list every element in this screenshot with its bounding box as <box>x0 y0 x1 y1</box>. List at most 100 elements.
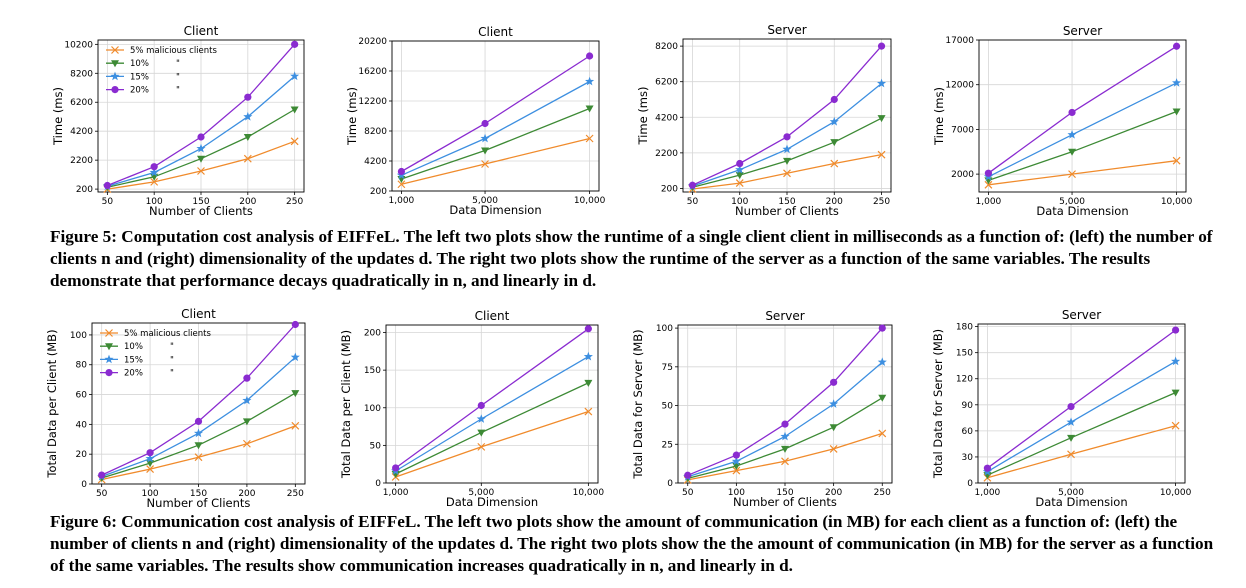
x-axis-label: Data Dimension <box>449 203 541 217</box>
legend: 5% malicious clients 10% " 15% " 20% " <box>100 329 211 379</box>
data-point <box>878 394 887 402</box>
data-point <box>585 134 594 143</box>
data-point <box>290 71 300 81</box>
data-point <box>146 465 155 474</box>
y-tick-label: 12200 <box>358 97 387 107</box>
y-tick-label: 100 <box>70 331 87 341</box>
data-point <box>242 439 251 448</box>
data-point <box>830 95 838 104</box>
legend-marker <box>105 369 113 377</box>
data-point <box>291 390 300 398</box>
data-point <box>732 462 741 470</box>
series-5pct <box>984 156 1181 189</box>
data-point <box>194 453 203 462</box>
series-line <box>988 160 1177 186</box>
y-tick-label: 200 <box>76 185 93 195</box>
data-point <box>1067 450 1075 459</box>
data-point <box>877 42 886 50</box>
y-tick-label: 8200 <box>70 69 93 79</box>
data-point <box>783 169 791 178</box>
data-point <box>1171 389 1180 397</box>
y-tick-label: 80 <box>76 361 88 371</box>
series-line <box>988 110 1177 182</box>
data-point <box>480 133 490 143</box>
series-line <box>395 328 589 469</box>
legend-label: 15% <box>124 355 143 365</box>
series-10pct <box>983 389 1180 480</box>
data-point <box>735 164 745 174</box>
x-axis-label: Number of Clients <box>733 495 837 509</box>
data-point <box>781 445 789 453</box>
x-tick-label: 100 <box>141 489 158 499</box>
y-tick-label: 8200 <box>364 127 387 137</box>
y-axis-label: Total Data for Server (MB) <box>631 329 645 479</box>
chart-panel-6: 1,000 5,000 10,000 0 50 100 150 200 Client Data D… <box>339 309 604 509</box>
legend-marker <box>104 354 114 364</box>
data-point <box>984 180 993 189</box>
x-tick-label: 150 <box>190 489 207 499</box>
y-tick-label: 60 <box>76 391 88 401</box>
x-tick-label: 10,000 <box>1161 197 1193 207</box>
x-axis-label: Data Dimension <box>1035 495 1127 509</box>
y-tick-label: 4200 <box>70 127 93 137</box>
series-20pct <box>98 320 299 479</box>
legend-label: 15% <box>130 72 149 82</box>
data-point <box>1066 417 1076 427</box>
data-point <box>197 155 205 163</box>
legend-ditto: " <box>176 72 180 82</box>
chart-panel-8: 1,000 5,000 10,000 0 30 60 90 120 150 180 Server Da… <box>931 308 1192 509</box>
data-point <box>735 179 744 188</box>
legend-ditto: " <box>176 59 180 69</box>
chart-panel-1: 50 100 150 200 250 200 2200 4200 6200 8200 10200 Cl… <box>51 24 305 218</box>
y-tick-label: 150 <box>956 349 973 359</box>
y-tick-label: 50 <box>370 441 382 451</box>
y-tick-label: 4200 <box>655 113 678 123</box>
data-point <box>583 351 593 361</box>
data-point <box>146 449 154 457</box>
data-point <box>783 133 791 141</box>
y-tick-label: 50 <box>662 402 674 412</box>
legend-label: 5% malicious clients <box>130 46 217 56</box>
data-point <box>103 181 111 190</box>
legend-marker <box>111 46 119 54</box>
x-axis-label: Number of Clients <box>149 204 253 218</box>
data-point <box>829 399 839 408</box>
y-axis-label: Total Data per Client (MB) <box>339 330 353 479</box>
series-20pct <box>983 326 1180 472</box>
y-tick-label: 0 <box>81 480 87 490</box>
series-10pct <box>391 379 593 478</box>
data-point <box>585 105 594 113</box>
series-5pct <box>983 421 1180 482</box>
data-point <box>476 414 486 423</box>
series-20pct <box>392 325 592 472</box>
data-point <box>732 451 740 459</box>
x-axis-label: Number of Clients <box>147 496 251 510</box>
data-point <box>1068 170 1076 179</box>
x-tick-label: 200 <box>239 197 256 207</box>
chart-title: Client <box>184 24 219 38</box>
data-point <box>984 169 993 177</box>
data-point <box>149 167 159 177</box>
data-point <box>397 167 406 176</box>
series-line <box>401 55 590 173</box>
y-tick-label: 75 <box>662 363 673 373</box>
x-axis-label: Data Dimension <box>1036 204 1128 218</box>
data-point <box>150 163 158 171</box>
x-tick-label: 50 <box>687 197 699 207</box>
series-15pct <box>396 76 595 180</box>
x-tick-label: 100 <box>728 488 745 498</box>
data-point <box>732 466 741 475</box>
data-point <box>194 442 203 450</box>
data-point <box>1067 402 1075 411</box>
data-point <box>735 172 744 180</box>
x-tick-label: 10,000 <box>574 196 606 206</box>
x-tick-label: 10,000 <box>573 488 605 498</box>
legend-marker <box>105 343 113 351</box>
chart-title: Server <box>1063 24 1102 38</box>
x-tick-label: 50 <box>96 489 108 499</box>
data-point <box>780 431 790 441</box>
y-tick-label: 40 <box>76 420 88 430</box>
y-tick-label: 0 <box>375 479 381 489</box>
data-point <box>877 115 886 123</box>
y-tick-label: 200 <box>364 329 381 339</box>
